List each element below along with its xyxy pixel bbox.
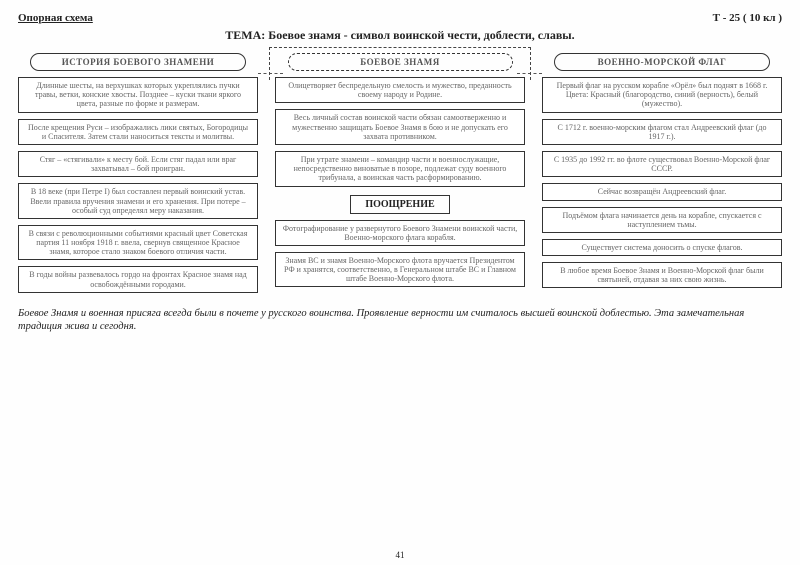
col-right: ВОЕННО-МОРСКОЙ ФЛАГ Первый флаг на русск… xyxy=(542,53,782,293)
left-box-2: Стяг – «стягивали» к месту бой. Если стя… xyxy=(18,151,258,177)
flowchart: ИСТОРИЯ БОЕВОГО ЗНАМЕНИ Длинные шесты, н… xyxy=(18,53,782,293)
col-right-header: ВОЕННО-МОРСКОЙ ФЛАГ xyxy=(554,53,770,71)
page-number: 41 xyxy=(0,550,800,560)
center-box-2: При утрате знамени – командир части и во… xyxy=(275,151,525,187)
right-box-5: Существует система доносить о спуске фла… xyxy=(542,239,782,256)
left-box-5: В годы войны развевалось гордо на фронта… xyxy=(18,266,258,292)
right-box-6: В любое время Боевое Знамя и Военно-Морс… xyxy=(542,262,782,288)
page: Опорная схема Т - 25 ( 10 кл ) ТЕМА: Бое… xyxy=(0,0,800,565)
center-box-3: Фотографирование у развернутого Боевого … xyxy=(275,220,525,246)
right-box-2: С 1935 до 1992 гг. во флоте существовал … xyxy=(542,151,782,177)
left-box-3: В 18 веке (при Петре I) был составлен пе… xyxy=(18,183,258,219)
left-box-1: После крещения Руси – изображались лики … xyxy=(18,119,258,145)
header-left: Опорная схема xyxy=(18,12,93,24)
theme-title: ТЕМА: Боевое знамя - символ воинской чес… xyxy=(18,28,782,43)
footer-note: Боевое Знамя и военная присяга всегда бы… xyxy=(18,307,782,334)
col-center: БОЕВОЕ ЗНАМЯ Олицетворяет беспредельную … xyxy=(275,53,525,293)
col-left-header: ИСТОРИЯ БОЕВОГО ЗНАМЕНИ xyxy=(30,53,246,71)
col-center-header: БОЕВОЕ ЗНАМЯ xyxy=(288,53,513,71)
right-box-1: С 1712 г. военно-морским флагом стал Анд… xyxy=(542,119,782,145)
center-box-0: Олицетворяет беспредельную смелость и му… xyxy=(275,77,525,103)
left-box-0: Длинные шесты, на верхушках которых укре… xyxy=(18,77,258,113)
reward-label: ПООЩРЕНИЕ xyxy=(350,195,449,214)
center-box-4: Знамя ВС и знамя Военно-Морского флота в… xyxy=(275,252,525,288)
right-box-3: Сейчас возвращён Андреевский флаг. xyxy=(542,183,782,200)
col-left: ИСТОРИЯ БОЕВОГО ЗНАМЕНИ Длинные шесты, н… xyxy=(18,53,258,293)
left-box-4: В связи с революционными событиями красн… xyxy=(18,225,258,261)
center-box-1: Весь личный состав воинской части обязан… xyxy=(275,109,525,145)
right-box-0: Первый флаг на русском корабле «Орёл» бы… xyxy=(542,77,782,113)
header-right: Т - 25 ( 10 кл ) xyxy=(713,12,782,24)
right-box-4: Подъёмом флага начинается день на корабл… xyxy=(542,207,782,233)
header-row: Опорная схема Т - 25 ( 10 кл ) xyxy=(18,12,782,24)
